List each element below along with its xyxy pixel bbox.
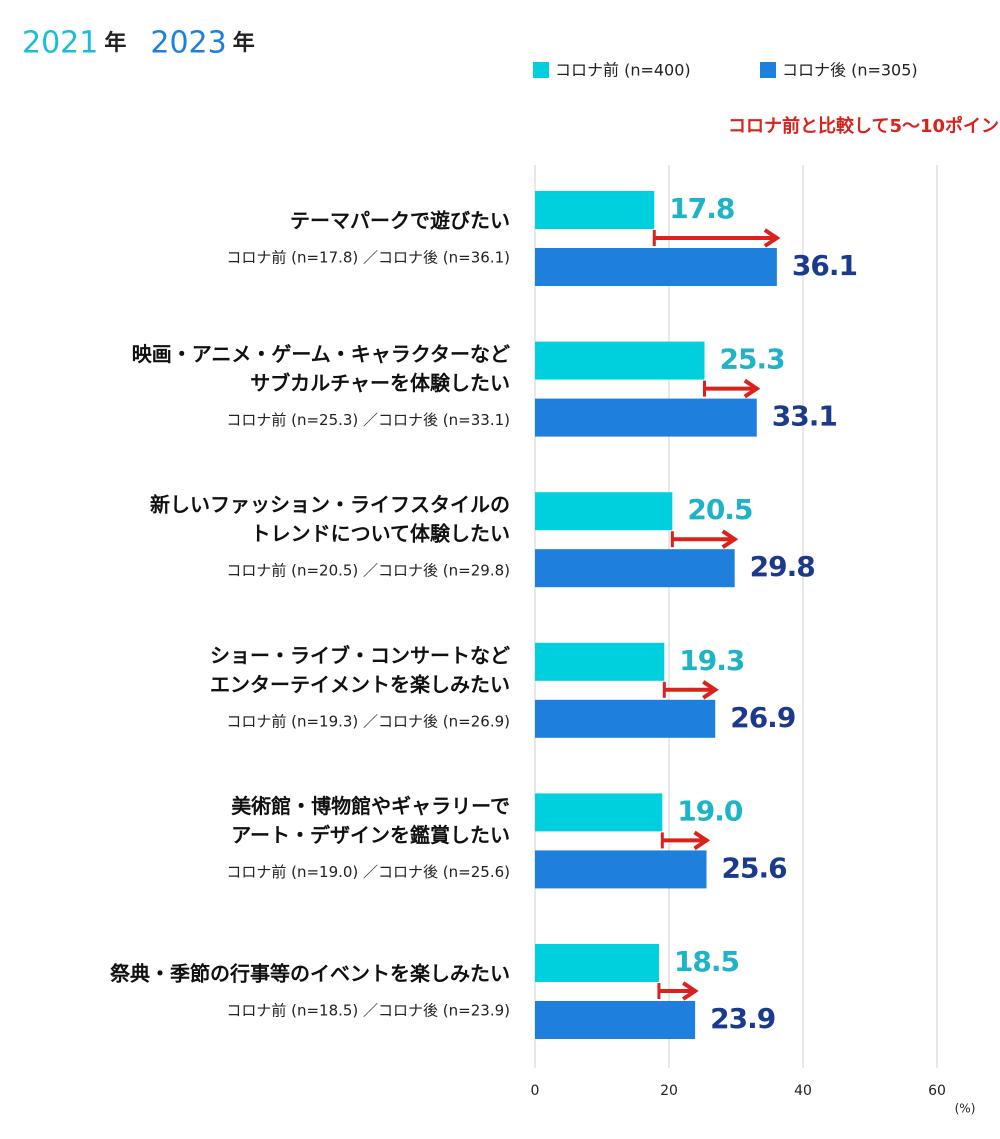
header-text: 2023 [150,26,226,61]
change-arrow-head [702,680,719,700]
x-tick-label: 20 [660,1083,678,1099]
bar [535,699,716,738]
category-sublabel: コロナ前 (n=18.5) ／コロナ後 (n=23.9) [226,1002,510,1020]
value-label: 20.5 [687,493,752,526]
bar [535,549,735,588]
bar [535,398,757,437]
change-arrow-head [682,981,699,1001]
change-arrow-head [721,529,739,549]
change-arrow-head [763,228,781,248]
category-label: トレンドについて体験したい [251,522,510,546]
category-label: エンターテイメントを楽しみたい [210,672,510,696]
value-label: 18.5 [674,945,739,978]
category-sublabel: コロナ前 (n=17.8) ／コロナ後 (n=36.1) [226,249,510,267]
category-label: テーマパークで遊びたい [290,209,510,233]
bar [535,191,655,229]
legend-label: コロナ前 (n=400) [555,61,691,80]
bar [535,341,705,380]
bar [535,793,663,832]
value-label: 36.1 [792,249,857,282]
category-label: サブカルチャーを体験したい [250,371,510,395]
category-label: 映画・アニメ・ゲーム・キャラクターなど [132,342,510,366]
header-text: 年 [233,30,255,56]
value-label: 33.1 [772,400,837,433]
value-label: 25.3 [720,343,785,376]
value-label: 23.9 [710,1002,775,1035]
value-label: 17.8 [669,192,734,225]
category-label: ショー・ライブ・コンサートなど [210,643,510,667]
legend-label: コロナ後 (n=305) [782,61,918,80]
legend-swatch [760,62,776,78]
annotation: コロナ前と比較して5〜10ポイントアップ [728,115,1000,137]
bar [535,492,673,531]
value-label: 19.3 [679,644,744,677]
category-label: 祭典・季節の行事等のイベントを楽しみたい [109,962,510,986]
category-sublabel: コロナ前 (n=20.5) ／コロナ後 (n=29.8) [226,562,510,580]
value-label: 29.8 [750,550,815,583]
bar [535,944,659,982]
value-label: 19.0 [677,794,743,827]
category-label: 新しいファッション・ライフスタイルの [150,493,510,517]
value-label: 25.6 [722,851,787,884]
bar [535,1001,696,1039]
change-arrow-head [693,830,711,851]
category-sublabel: コロナ前 (n=19.0) ／コロナ後 (n=25.6) [226,863,510,881]
header-text: 年 [104,30,126,56]
unit-label: (%) [955,1102,976,1116]
bar [535,248,777,286]
change-arrow-head [743,378,761,399]
value-label: 26.9 [730,701,795,734]
legend-swatch [533,62,549,78]
category-label: アート・デザインを鑑賞したい [231,823,510,847]
category-label: 美術館・博物館やギャラリーで [231,794,510,818]
category-sublabel: コロナ前 (n=19.3) ／コロナ後 (n=26.9) [226,712,510,730]
category-sublabel: コロナ前 (n=25.3) ／コロナ後 (n=33.1) [226,411,510,429]
header-text: 2021 [22,26,98,61]
bar [535,850,707,889]
x-tick-label: 60 [928,1083,946,1099]
x-tick-label: 40 [794,1083,812,1099]
bar [535,642,665,681]
x-tick-label: 0 [531,1083,540,1099]
